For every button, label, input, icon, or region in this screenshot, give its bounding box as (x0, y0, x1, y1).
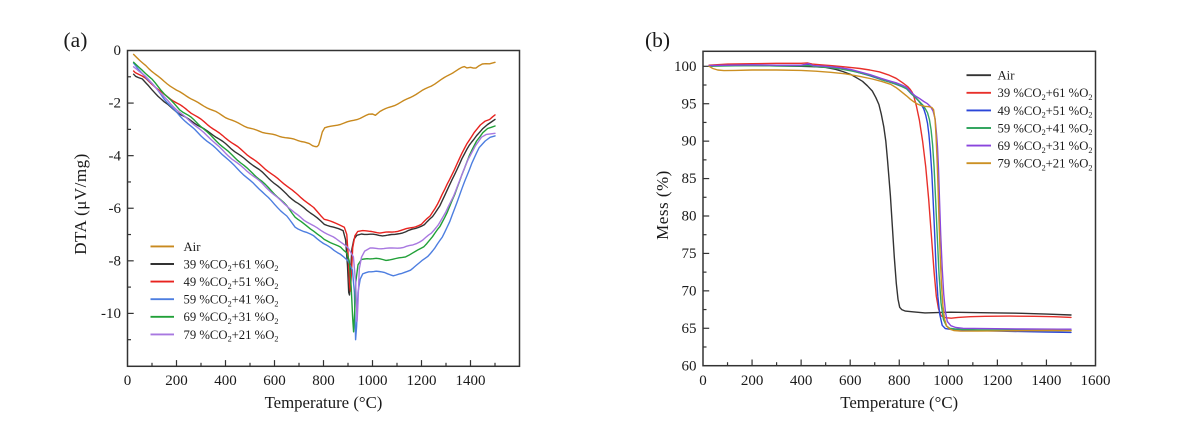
svg-text:1200: 1200 (407, 373, 437, 389)
svg-text:1600: 1600 (1081, 373, 1111, 389)
svg-text:85: 85 (682, 171, 697, 187)
svg-text:-4: -4 (109, 148, 122, 164)
svg-text:-10: -10 (101, 306, 121, 322)
svg-text:1400: 1400 (456, 373, 486, 389)
svg-text:Temperature (°C): Temperature (°C) (840, 393, 958, 412)
svg-text:95: 95 (682, 96, 697, 112)
svg-text:1000: 1000 (358, 373, 388, 389)
svg-text:Air: Air (184, 240, 202, 254)
svg-text:600: 600 (263, 373, 286, 389)
svg-text:0: 0 (699, 373, 707, 389)
svg-text:0: 0 (114, 43, 122, 59)
svg-text:200: 200 (165, 373, 188, 389)
svg-text:200: 200 (741, 373, 764, 389)
svg-text:80: 80 (682, 209, 697, 225)
svg-text:39 %CO2+61 %O2: 39 %CO2+61 %O2 (184, 257, 279, 273)
svg-text:800: 800 (312, 373, 335, 389)
svg-text:400: 400 (790, 373, 813, 389)
svg-text:59 %CO2+41 %O2: 59 %CO2+41 %O2 (998, 121, 1093, 137)
svg-text:-6: -6 (109, 201, 122, 217)
svg-text:100: 100 (674, 59, 697, 75)
svg-text:600: 600 (839, 373, 862, 389)
svg-text:400: 400 (214, 373, 237, 389)
svg-text:1000: 1000 (933, 373, 963, 389)
svg-text:49 %CO2+51 %O2: 49 %CO2+51 %O2 (998, 104, 1093, 120)
svg-text:Air: Air (998, 69, 1016, 83)
svg-text:0: 0 (124, 373, 132, 389)
svg-text:60: 60 (682, 358, 697, 374)
svg-text:69 %CO2+31 %O2: 69 %CO2+31 %O2 (184, 310, 279, 326)
svg-text:39 %CO2+61 %O2: 39 %CO2+61 %O2 (998, 86, 1093, 102)
svg-text:1200: 1200 (982, 373, 1012, 389)
svg-text:-2: -2 (109, 96, 122, 112)
svg-text:1400: 1400 (1031, 373, 1061, 389)
svg-text:Mess (%): Mess (%) (653, 170, 672, 240)
svg-text:65: 65 (682, 321, 697, 337)
svg-text:79 %CO2+21 %O2: 79 %CO2+21 %O2 (998, 157, 1093, 173)
svg-text:69 %CO2+31 %O2: 69 %CO2+31 %O2 (998, 139, 1093, 155)
svg-text:90: 90 (682, 134, 697, 150)
svg-text:800: 800 (888, 373, 911, 389)
svg-text:Temperature (°C): Temperature (°C) (265, 393, 383, 412)
svg-text:(a): (a) (64, 28, 88, 52)
svg-text:(b): (b) (645, 28, 670, 52)
svg-text:79 %CO2+21 %O2: 79 %CO2+21 %O2 (184, 328, 279, 344)
svg-text:75: 75 (682, 246, 697, 262)
svg-text:70: 70 (682, 283, 697, 299)
svg-text:59 %CO2+41 %O2: 59 %CO2+41 %O2 (184, 293, 279, 309)
svg-text:DTA (μV/mg): DTA (μV/mg) (71, 153, 90, 255)
svg-text:-8: -8 (109, 253, 122, 269)
svg-text:49 %CO2+51 %O2: 49 %CO2+51 %O2 (184, 275, 279, 291)
